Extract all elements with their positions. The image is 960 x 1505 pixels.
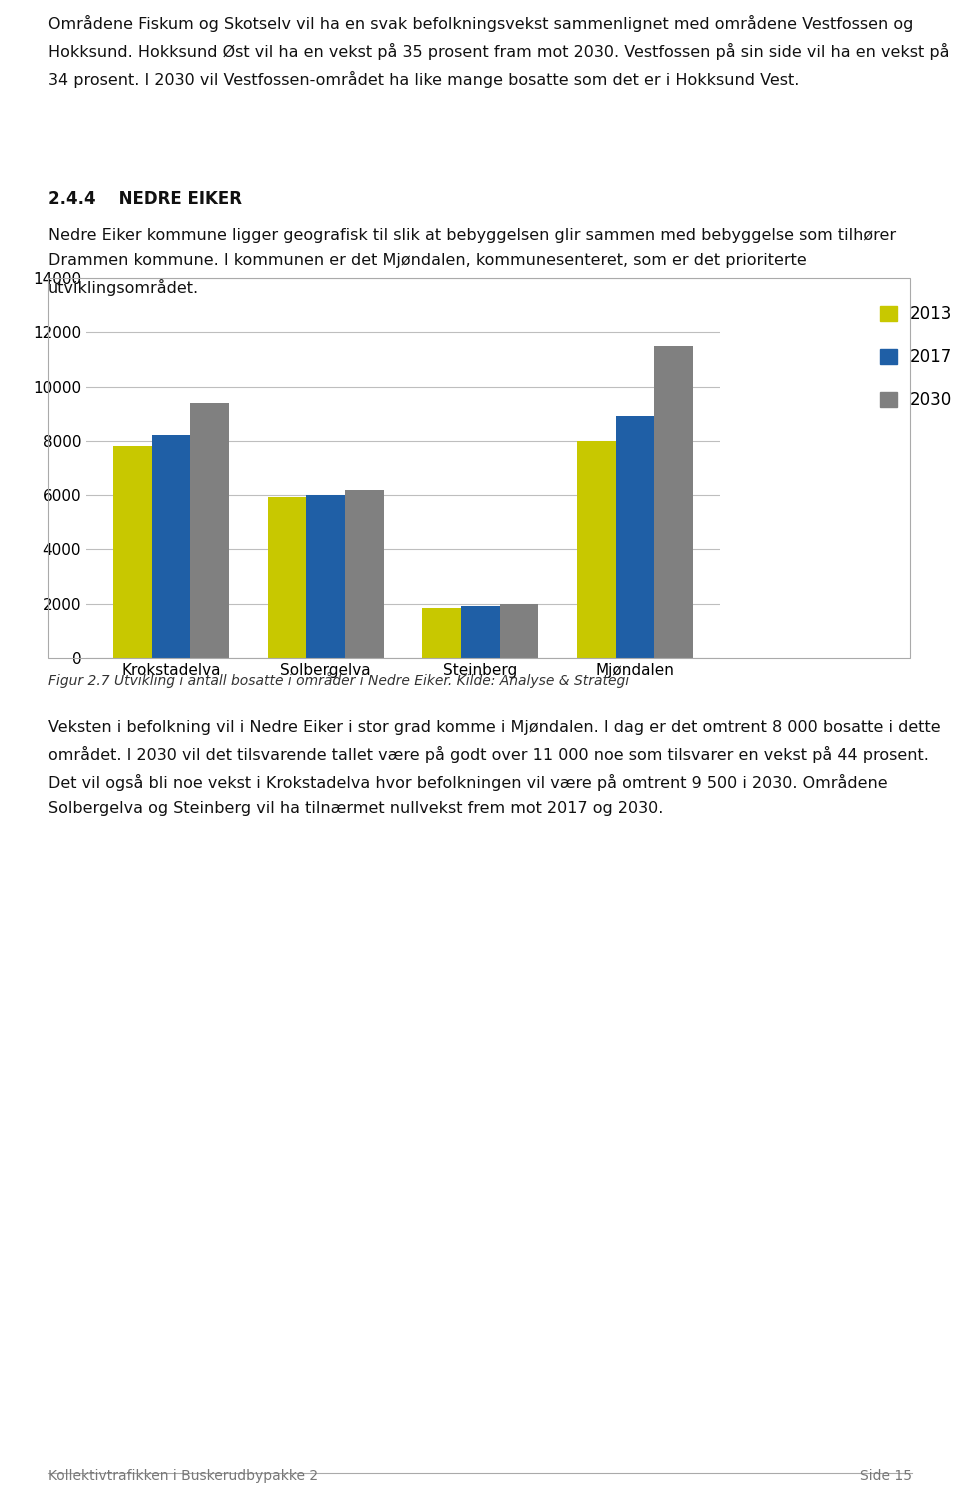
Bar xyxy=(345,489,384,658)
Bar xyxy=(499,604,539,658)
Legend: 2013, 2017, 2030: 2013, 2017, 2030 xyxy=(880,306,952,409)
Bar xyxy=(655,346,693,658)
Text: Figur 2.7 Utvikling i antall bosatte i områder i Nedre Eiker. Kilde: Analyse & S: Figur 2.7 Utvikling i antall bosatte i o… xyxy=(48,673,629,688)
Bar xyxy=(615,417,655,658)
Bar xyxy=(113,447,152,658)
Bar xyxy=(577,441,615,658)
Bar xyxy=(268,497,306,658)
Bar xyxy=(422,608,461,658)
Text: 2.4.4    NEDRE EIKER: 2.4.4 NEDRE EIKER xyxy=(48,190,242,208)
Text: Side 15: Side 15 xyxy=(860,1469,912,1482)
Bar xyxy=(190,403,229,658)
Text: Områdene Fiskum og Skotselv vil ha en svak befolkningsvekst sammenlignet med omr: Områdene Fiskum og Skotselv vil ha en sv… xyxy=(48,15,949,89)
Bar xyxy=(152,435,190,658)
Text: Veksten i befolkning vil i Nedre Eiker i stor grad komme i Mjøndalen. I dag er d: Veksten i befolkning vil i Nedre Eiker i… xyxy=(48,719,941,816)
Bar xyxy=(306,495,345,658)
Text: Nedre Eiker kommune ligger geografisk til slik at bebyggelsen glir sammen med be: Nedre Eiker kommune ligger geografisk ti… xyxy=(48,227,896,296)
Text: Kollektivtrafikken i Buskerudbypakke 2: Kollektivtrafikken i Buskerudbypakke 2 xyxy=(48,1469,318,1482)
Bar xyxy=(461,607,499,658)
